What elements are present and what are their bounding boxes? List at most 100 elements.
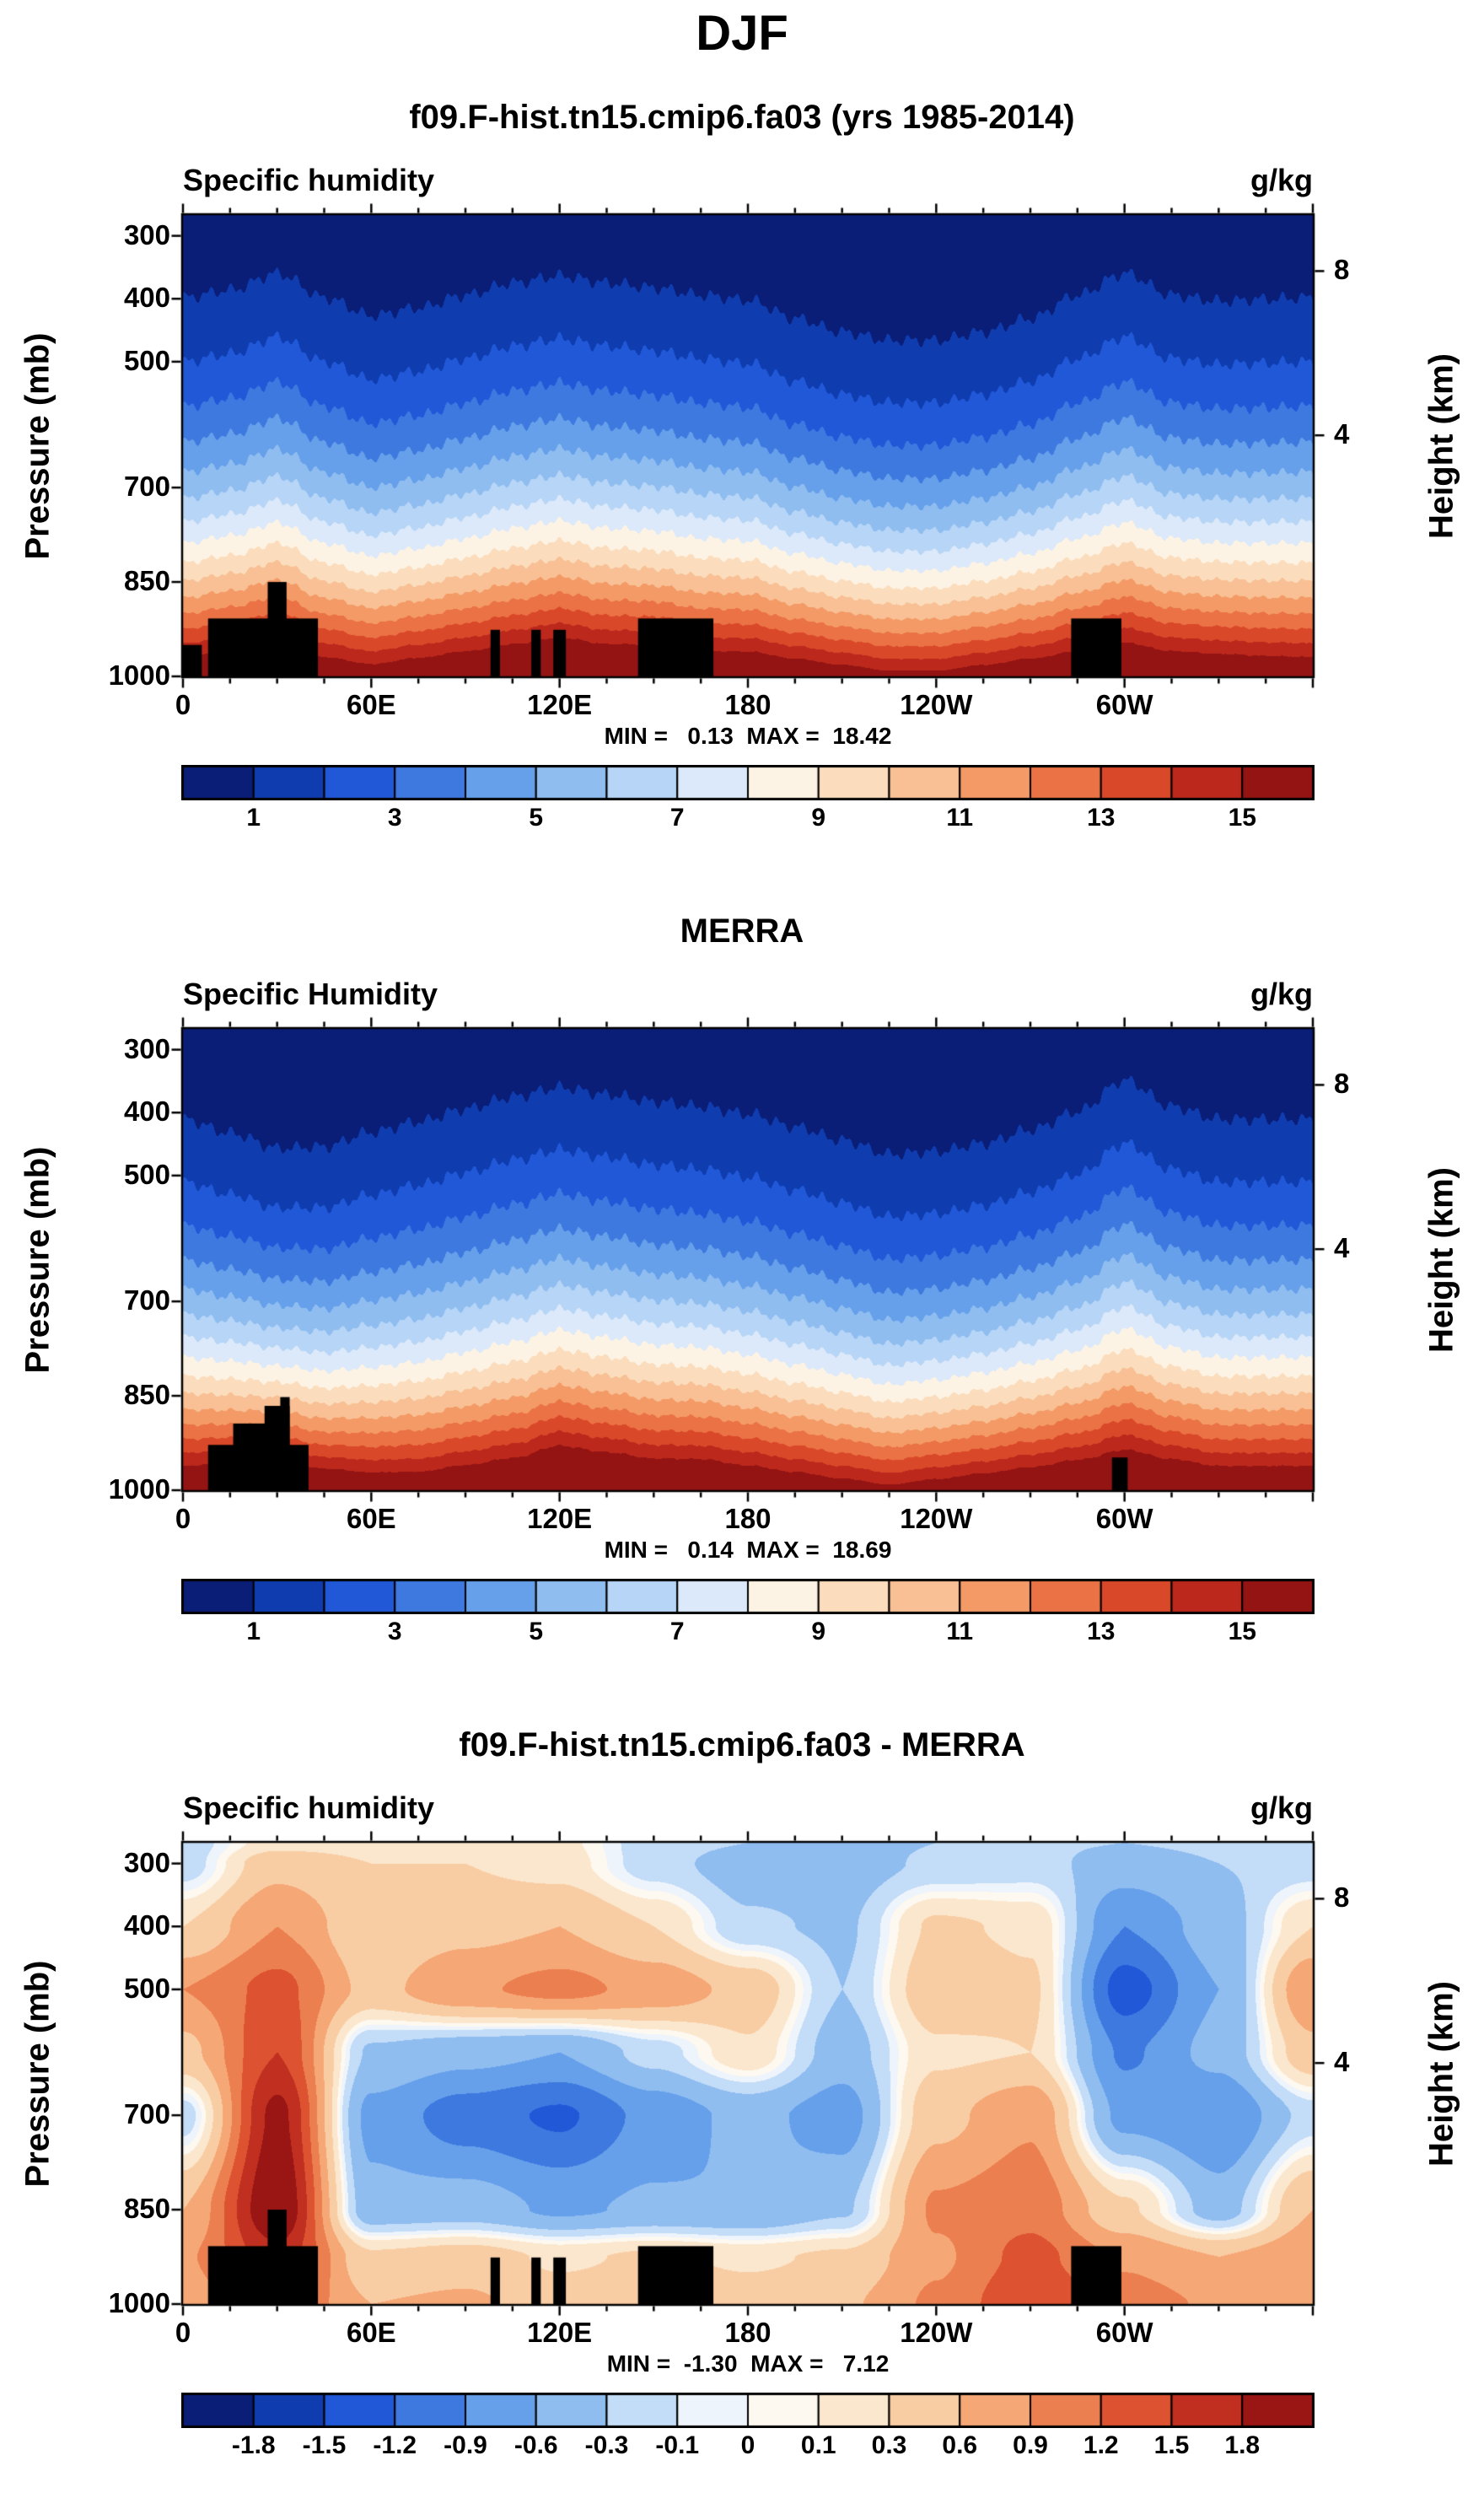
colorbar-tick-label: -1.8: [231, 2431, 276, 2459]
colorbar: [181, 765, 1315, 800]
height-tick-label: 4: [1334, 2046, 1350, 2078]
colorbar-tick-label: 3: [387, 1618, 402, 1645]
pressure-tick-label: 1000: [108, 1473, 170, 1505]
pressure-tick-label: 850: [123, 2193, 170, 2225]
colorbar-tick-label: 9: [811, 1618, 826, 1645]
lon-tick-label: 0: [175, 689, 191, 720]
contour-plot-canvas: [169, 202, 1326, 690]
contour-plot-canvas: [169, 1829, 1326, 2318]
colorbar-tick-label: -0.6: [513, 2431, 558, 2459]
lon-tick-label: 60W: [1095, 2317, 1153, 2348]
lon-tick-label: 180: [724, 689, 772, 720]
pressure-tick-label: 700: [123, 471, 170, 503]
colorbar-tick-label: 13: [1087, 804, 1116, 832]
height-tick-label: 4: [1334, 1232, 1350, 1264]
lon-tick-label: 120E: [527, 689, 593, 720]
colorbar-tick-label: 5: [529, 804, 544, 832]
field-name-label: Specific Humidity: [183, 977, 438, 1011]
pressure-axis-label: Pressure (mb): [19, 332, 56, 560]
field-name-label: Specific humidity: [183, 163, 435, 197]
minmax-label: MIN = 0.14 MAX = 18.69: [604, 1537, 892, 1563]
pressure-tick-label: 700: [123, 1284, 170, 1316]
panel-model: f09.F-hist.tn15.cmip6.fa03 (yrs 1985-201…: [0, 80, 1484, 890]
colorbar-tick-label: -0.9: [444, 2431, 487, 2459]
height-axis-label: Height (km): [1422, 1981, 1460, 2167]
panel-merra: MERRA Specific Humidity g/kg Pressure (m…: [0, 894, 1484, 1704]
colorbar-tick-label: 11: [946, 1618, 974, 1645]
pressure-tick-label: 300: [123, 1032, 170, 1064]
minmax-label: MIN = 0.13 MAX = 18.42: [604, 723, 892, 749]
pressure-tick-label: 850: [123, 1379, 170, 1411]
pressure-tick-label: 500: [123, 1972, 170, 2004]
contour-plot-canvas: [169, 1015, 1326, 1504]
pressure-tick-label: 400: [123, 1096, 170, 1128]
lon-tick-label: 120E: [527, 1503, 593, 1534]
colorbar-tick-label: 13: [1087, 1618, 1116, 1645]
pressure-tick-label: 400: [123, 282, 170, 314]
lon-tick-label: 120E: [527, 2317, 593, 2348]
colorbar-tick-label: 0.9: [1013, 2431, 1048, 2459]
pressure-tick-label: 850: [123, 565, 170, 597]
lon-tick-label: 60E: [346, 1503, 396, 1534]
colorbar-tick-label: 0.6: [942, 2431, 978, 2459]
colorbar-tick-label: 3: [387, 804, 402, 832]
colorbar-tick-label: 0.3: [871, 2431, 907, 2459]
panel-difference: f09.F-hist.tn15.cmip6.fa03 - MERRA Speci…: [0, 1708, 1484, 2509]
height-axis-label: Height (km): [1422, 353, 1460, 539]
colorbar-tick-label: 15: [1228, 804, 1256, 832]
pressure-tick-label: 300: [123, 1846, 170, 1878]
colorbar-tick-label: 7: [669, 1618, 685, 1645]
pressure-tick-label: 700: [123, 2098, 170, 2130]
field-name-label: Specific humidity: [183, 1790, 435, 1825]
lon-tick-label: 120W: [900, 689, 973, 720]
colorbar-tick-label: 9: [811, 804, 826, 832]
colorbar-tick-label: -1.5: [302, 2431, 347, 2459]
colorbar-tick-label: 1: [246, 1618, 261, 1645]
height-tick-label: 8: [1334, 1882, 1350, 1914]
colorbar-tick-label: 11: [946, 804, 974, 832]
lon-tick-label: 0: [175, 1503, 191, 1534]
lon-tick-label: 180: [724, 1503, 772, 1534]
lon-tick-label: 120W: [900, 1503, 973, 1534]
colorbar: [181, 1579, 1315, 1614]
pressure-tick-label: 1000: [108, 660, 170, 691]
colorbar-tick-label: 1.8: [1224, 2431, 1261, 2459]
lon-tick-label: 0: [175, 2317, 191, 2348]
colorbar-tick-label: 1.2: [1083, 2431, 1119, 2459]
colorbar-tick-label: 15: [1228, 1618, 1256, 1645]
panel-title: f09.F-hist.tn15.cmip6.fa03 - MERRA: [459, 1726, 1025, 1763]
lon-tick-label: 60W: [1095, 689, 1153, 720]
lon-tick-label: 180: [724, 2317, 772, 2348]
colorbar-tick-label: 0.1: [800, 2431, 836, 2459]
colorbar-tick-label: 1.5: [1153, 2431, 1190, 2459]
colorbar-tick-label: -0.1: [655, 2431, 700, 2459]
colorbar-tick-label: 5: [529, 1618, 544, 1645]
height-tick-label: 8: [1334, 254, 1350, 286]
colorbar-tick-label: 1: [246, 804, 261, 832]
colorbar-tick-label: -1.2: [373, 2431, 417, 2459]
units-label: g/kg: [1250, 977, 1313, 1011]
units-label: g/kg: [1250, 163, 1313, 197]
colorbar: [181, 2393, 1315, 2428]
lon-tick-label: 60W: [1095, 1503, 1153, 1534]
height-tick-label: 8: [1334, 1068, 1350, 1100]
pressure-tick-label: 500: [123, 344, 170, 376]
colorbar-tick-label: 7: [669, 804, 685, 832]
lon-tick-label: 120W: [900, 2317, 973, 2348]
minmax-label: MIN = -1.30 MAX = 7.12: [606, 2350, 890, 2377]
figure-title: DJF: [696, 6, 788, 61]
pressure-axis-label: Pressure (mb): [19, 1960, 56, 2188]
colorbar-tick-label: -0.3: [584, 2431, 629, 2459]
colorbar-tick-label: 0: [740, 2431, 755, 2459]
pressure-tick-label: 1000: [108, 2287, 170, 2318]
lon-tick-label: 60E: [346, 2317, 396, 2348]
pressure-tick-label: 400: [123, 1909, 170, 1941]
height-axis-label: Height (km): [1422, 1167, 1460, 1353]
pressure-axis-label: Pressure (mb): [19, 1146, 56, 1374]
panel-title: f09.F-hist.tn15.cmip6.fa03 (yrs 1985-201…: [409, 99, 1075, 136]
height-tick-label: 4: [1334, 418, 1350, 450]
units-label: g/kg: [1250, 1790, 1313, 1825]
pressure-tick-label: 300: [123, 218, 170, 250]
lon-tick-label: 60E: [346, 689, 396, 720]
